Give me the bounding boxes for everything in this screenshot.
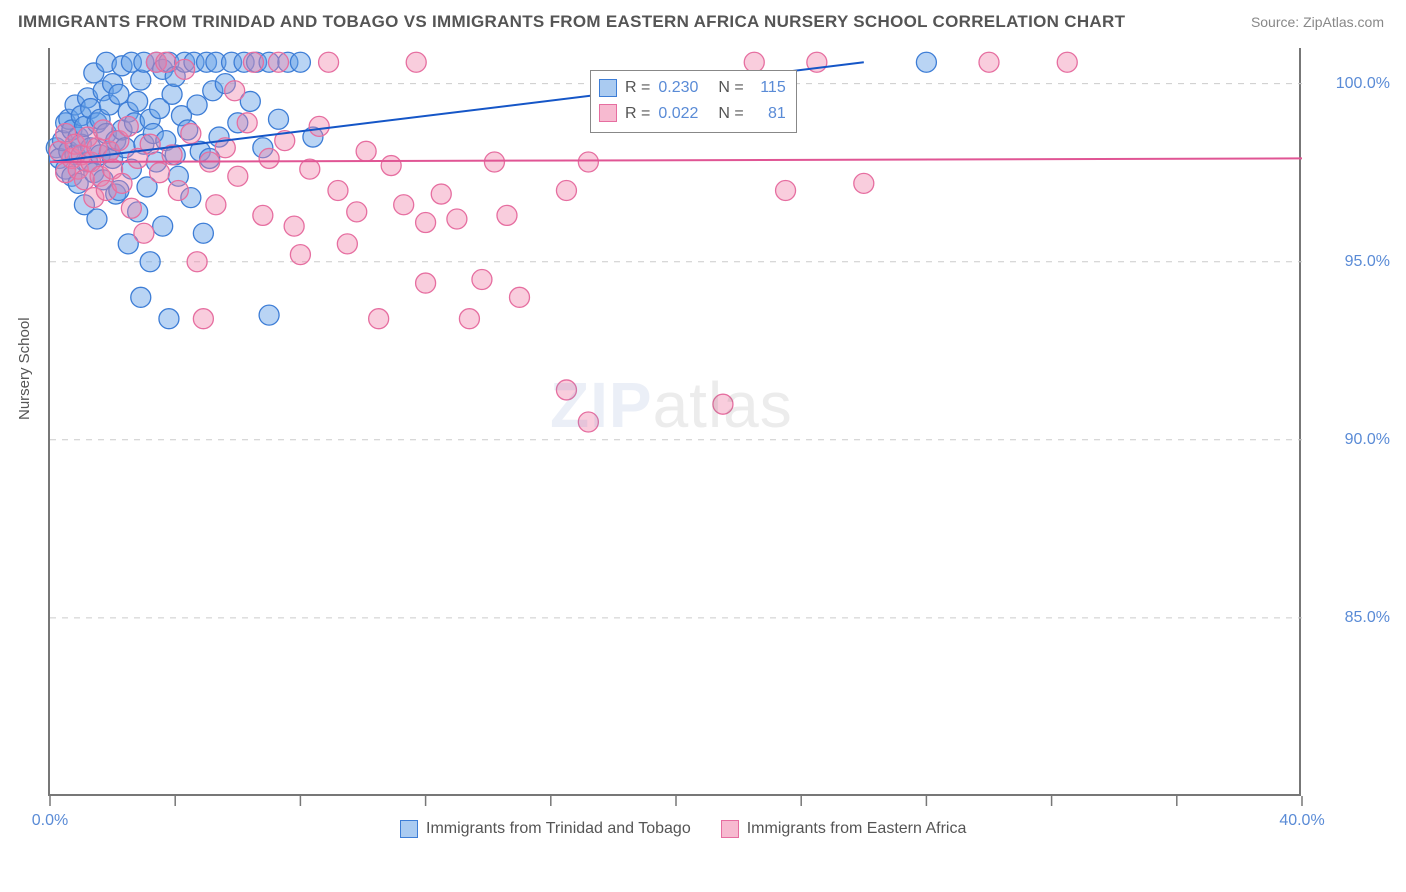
- y-tick-label: 95.0%: [1310, 253, 1390, 271]
- y-axis-title: Nursery School: [16, 317, 33, 420]
- bottom-legend: Immigrants from Trinidad and Tobago Immi…: [400, 820, 966, 838]
- stat-n-label: N =: [718, 101, 743, 127]
- scatter-chart: [50, 48, 1300, 794]
- stat-r-value-1: 0.022: [658, 101, 698, 127]
- x-tick-label: 0.0%: [32, 812, 68, 830]
- swatch-pink-icon: [599, 104, 617, 122]
- plot-area: ZIPatlas R = 0.230 N = 115 R = 0.022 N =…: [48, 48, 1300, 796]
- stat-n-value-0: 115: [752, 75, 786, 101]
- source-label: Source: ZipAtlas.com: [1251, 14, 1384, 30]
- x-tick-label: 40.0%: [1279, 812, 1324, 830]
- y-tick-label: 100.0%: [1310, 75, 1390, 93]
- stats-row-series-0: R = 0.230 N = 115: [599, 75, 786, 101]
- swatch-pink-icon: [721, 820, 739, 838]
- y-tick-label: 85.0%: [1310, 609, 1390, 627]
- swatch-blue-icon: [599, 79, 617, 97]
- swatch-blue-icon: [400, 820, 418, 838]
- legend-item-0: Immigrants from Trinidad and Tobago: [400, 820, 691, 838]
- y-tick-label: 90.0%: [1310, 431, 1390, 449]
- stats-legend-box: R = 0.230 N = 115 R = 0.022 N = 81: [590, 70, 797, 133]
- stat-r-label: R =: [625, 75, 650, 101]
- stats-row-series-1: R = 0.022 N = 81: [599, 101, 786, 127]
- stat-r-value-0: 0.230: [658, 75, 698, 101]
- legend-label-1: Immigrants from Eastern Africa: [747, 820, 967, 838]
- legend-label-0: Immigrants from Trinidad and Tobago: [426, 820, 691, 838]
- stat-r-label: R =: [625, 101, 650, 127]
- stat-n-label: N =: [718, 75, 743, 101]
- chart-title: IMMIGRANTS FROM TRINIDAD AND TOBAGO VS I…: [18, 12, 1125, 32]
- legend-item-1: Immigrants from Eastern Africa: [721, 820, 967, 838]
- stat-n-value-1: 81: [752, 101, 786, 127]
